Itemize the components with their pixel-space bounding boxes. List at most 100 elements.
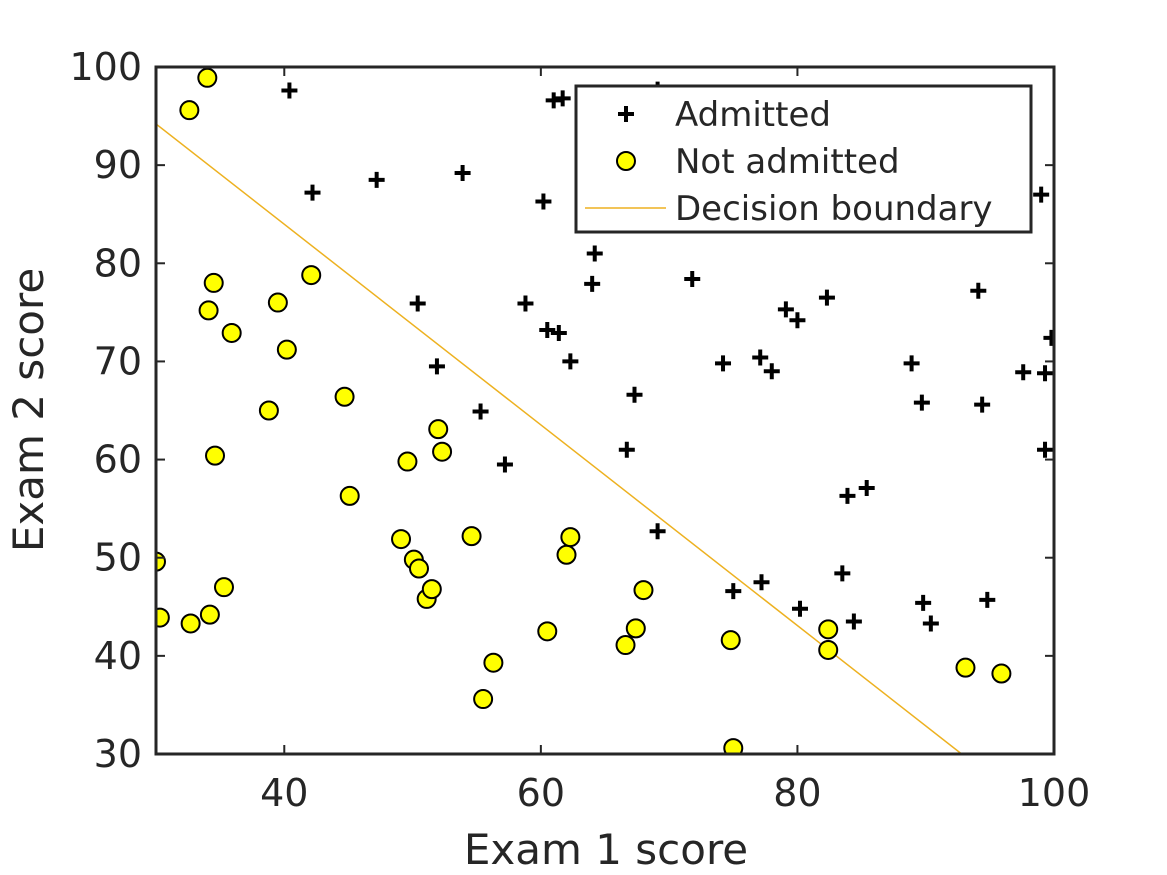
admitted-point [979,591,996,608]
admitted-point [791,600,808,617]
admitted-point [586,245,603,262]
admitted-point [368,171,385,188]
admitted-point [428,358,445,375]
not-admitted-point [156,607,170,628]
admitted-point [409,295,426,312]
y-tick-label: 50 [94,536,142,580]
admitted-point [626,386,643,403]
admitted-point [922,615,939,632]
admitted-point [1033,186,1050,203]
admitted-point [1037,365,1054,382]
not-admitted-point [258,400,279,421]
admitted-point [496,456,513,473]
legend: Admitted Not admitted Decision boundary [574,84,1033,234]
not-admitted-point [421,579,442,600]
admitted-point [777,301,794,318]
not-admitted-point [334,386,355,407]
legend-box [574,84,1033,234]
not-admitted-point [818,619,839,640]
admitted-point [818,289,835,306]
y-tick-label: 100 [69,45,142,89]
admitted-point [562,353,579,370]
not-admitted-point [179,100,200,121]
admitted-point [858,480,875,497]
admitted-point [903,355,920,372]
x-tick-label: 80 [773,771,821,815]
not-admitted-point [428,419,449,440]
not-admitted-point [391,529,412,550]
plot-area [156,67,1054,754]
admitted-point [554,90,571,107]
admitted-point [584,275,601,292]
not-admitted-point [723,738,744,754]
not-admitted-point [205,445,226,466]
admitted-point [974,396,991,413]
not-admitted-point [473,689,494,710]
admitted-point [913,394,930,411]
axes: 40 60 80 100 30 40 50 60 70 80 90 100 [69,45,1090,815]
not-admitted-point [203,272,224,293]
x-tick-label: 40 [260,771,308,815]
admitted-point [915,594,932,611]
not-admitted-point [720,630,741,651]
y-tick-label: 30 [94,732,142,776]
admitted-point [725,583,742,600]
not-admitted-point [483,652,504,673]
not-admitted-point [213,577,234,598]
admitted-point [752,349,769,366]
legend-not-admitted-marker [616,151,636,171]
admitted-point [1015,364,1032,381]
legend-label: Not admitted [675,142,900,182]
y-tick-label: 80 [94,241,142,285]
admitted-point [517,295,534,312]
admitted-point [1043,329,1054,346]
x-axis-title: Exam 1 score [464,825,748,874]
data-marks [156,67,1054,754]
admitted-point [550,324,567,341]
admitted-point [535,193,552,210]
admitted-point [649,523,666,540]
legend-admitted-marker [618,106,634,122]
not-admitted-point [556,544,577,565]
not-admitted-point [339,485,360,506]
not-admitted-point [221,322,242,343]
y-axis-title: Exam 2 score [4,268,53,552]
not-admitted-point [267,292,288,313]
admitted-point [539,322,556,339]
legend-label: Decision boundary [675,189,993,229]
x-tick-label: 100 [1018,771,1091,815]
admitted-point [753,574,770,591]
not-admitted-point [276,339,297,360]
x-tick-label: 60 [517,771,565,815]
axes-frame [154,65,1056,756]
not-admitted-point [408,558,429,579]
y-tick-label: 40 [94,634,142,678]
not-admitted-point [180,613,201,634]
admitted-point [454,164,471,181]
admitted-point [715,355,732,372]
admitted-point [281,82,298,99]
admitted-point [1037,441,1054,458]
not-admitted-point [991,663,1012,684]
y-tick-label: 70 [94,339,142,383]
not-admitted-point [633,580,654,601]
y-tick-label: 90 [94,143,142,187]
not-admitted-point [955,657,976,678]
not-admitted-point [625,618,646,639]
not-admitted-point [197,67,218,88]
admitted-point [970,282,987,299]
not-admitted-point [537,621,558,642]
not-admitted-point [560,527,581,548]
admitted-point [834,565,851,582]
not-admitted-point [397,451,418,472]
admitted-point [472,403,489,420]
not-admitted-point [461,526,482,547]
admitted-point [618,441,635,458]
not-admitted-point [198,300,219,321]
not-admitted-point [432,441,453,462]
legend-label: Admitted [675,95,831,135]
admitted-point [845,613,862,630]
admitted-point [839,487,856,504]
admitted-point [763,363,780,380]
